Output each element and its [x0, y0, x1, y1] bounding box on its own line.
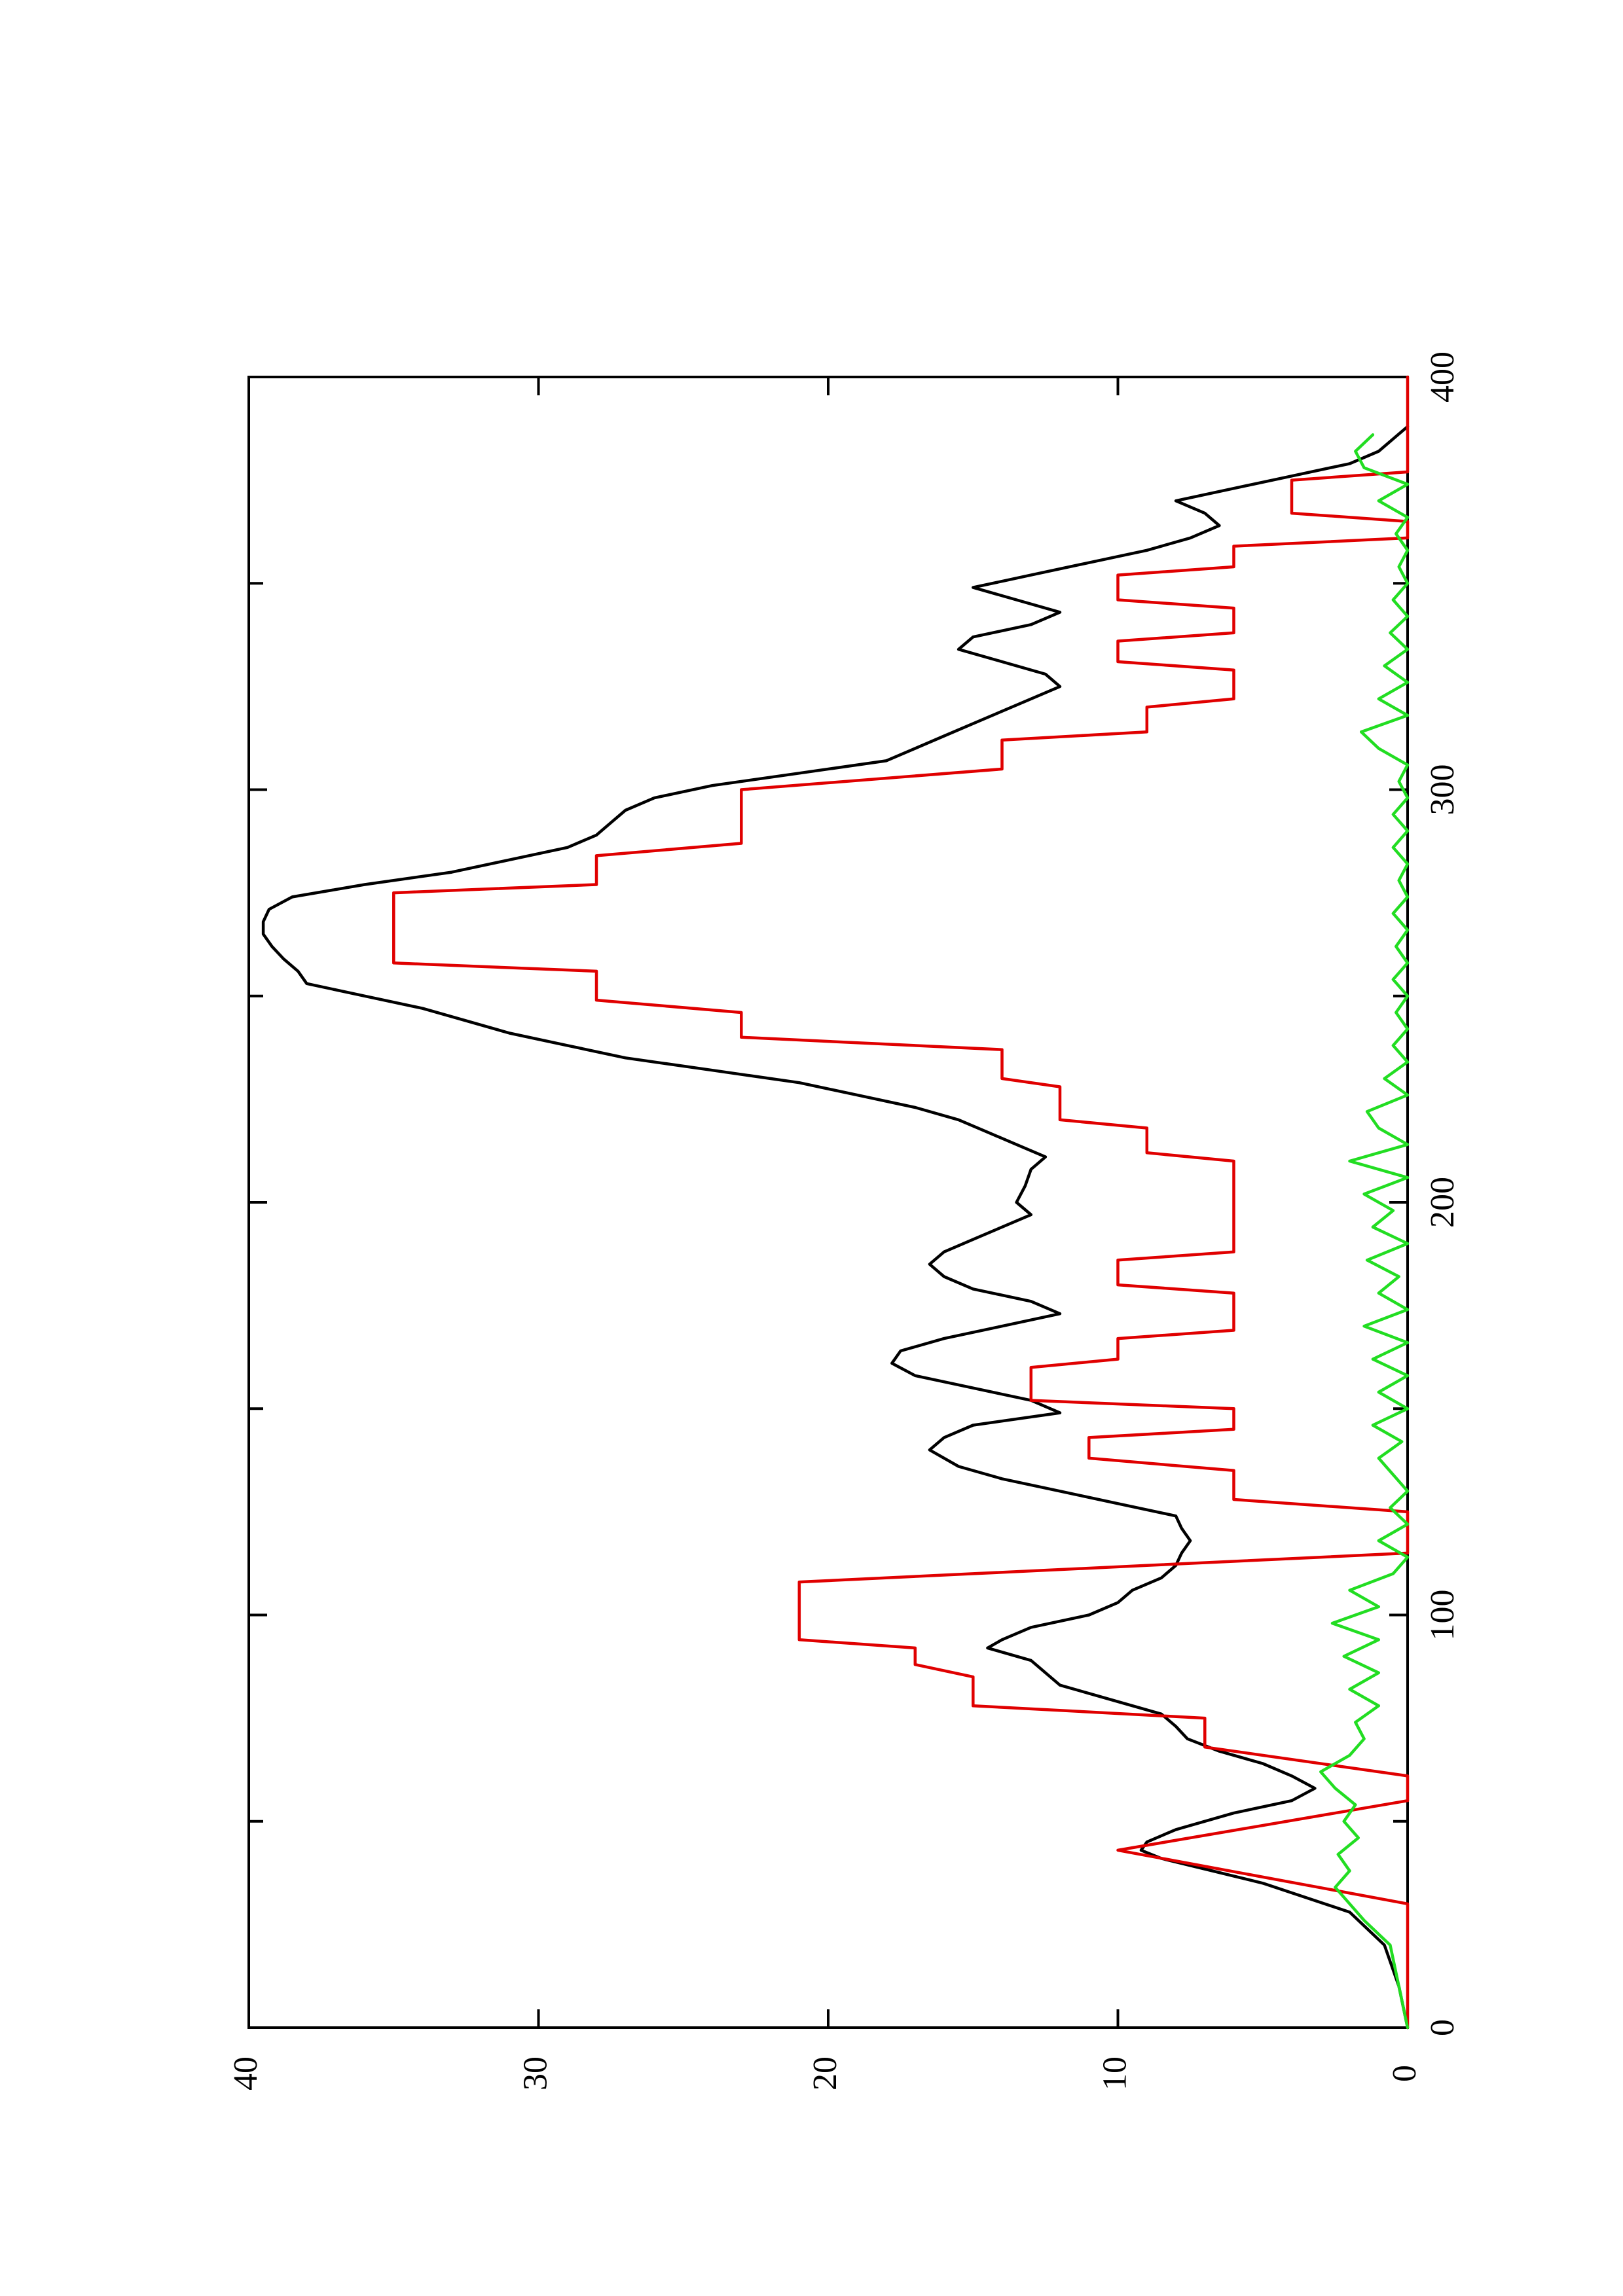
x-tick-label: 300: [1424, 764, 1461, 816]
x-tick-label: 200: [1424, 1177, 1461, 1228]
y-tick-label: 10: [1096, 2056, 1133, 2090]
series-layer: [261, 375, 1410, 2030]
x-tick-label: 0: [1424, 2019, 1461, 2036]
y-tick-label: 20: [807, 2056, 844, 2090]
y-tick-label: 0: [1386, 2065, 1423, 2082]
x-tick-label: 100: [1424, 1590, 1461, 1641]
x-tick-label: 400: [1424, 351, 1461, 403]
series-line-2: [392, 375, 1410, 2030]
y-tick-label: 30: [517, 2056, 554, 2090]
series-line-1: [261, 425, 1410, 2030]
y-tick-label: 40: [227, 2056, 264, 2090]
series-line-3: [1319, 433, 1410, 2030]
tick-labels: 0 100 200 300 400 0 10 20 30 40: [227, 351, 1461, 2090]
